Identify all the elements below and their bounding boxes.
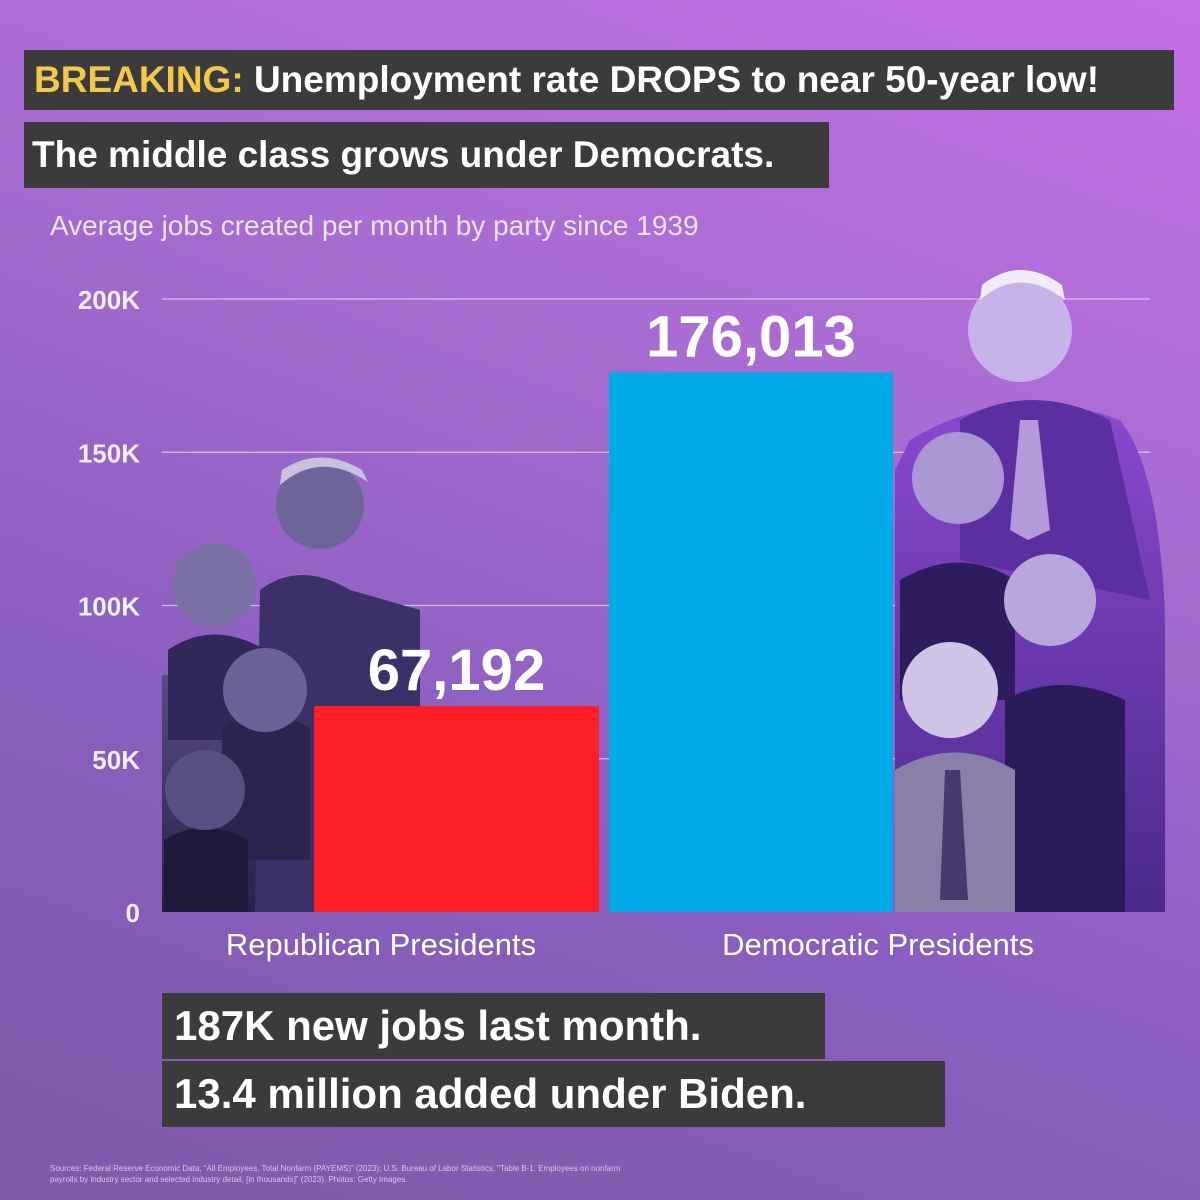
footer-line-1: 187K new jobs last month. [162, 993, 825, 1059]
sources-note: Sources: Federal Reserve Economic Data, … [50, 1164, 621, 1184]
headline-banner: BREAKING: Unemployment rate DROPS to nea… [24, 50, 1174, 110]
subhead-text: The middle class grows under Democrats. [32, 134, 775, 175]
bar-value-label: 176,013 [646, 305, 856, 370]
bar-republican [314, 706, 599, 912]
y-tick-label: 150K [78, 438, 140, 468]
y-tick-label: 100K [78, 592, 140, 622]
bars [314, 372, 893, 912]
headline-keyword: BREAKING: [34, 59, 244, 100]
footer-line-2: 13.4 million added under Biden. [162, 1061, 945, 1127]
y-tick-label: 0 [126, 898, 140, 928]
bar-value-labels: 67,192 176,013 [368, 305, 856, 704]
category-labels: Republican Presidents Democratic Presiden… [226, 927, 1034, 962]
chart-title: Average jobs created per month by party … [50, 210, 699, 241]
subhead-banner: The middle class grows under Democrats. [24, 122, 829, 188]
headline-text: Unemployment rate DROPS to near 50-year … [253, 59, 1100, 100]
bar-democratic [609, 372, 893, 912]
y-axis-ticks: 0 50K 100K 150K 200K [78, 285, 140, 928]
category-label: Democratic Presidents [722, 927, 1034, 962]
democratic-presidents-photo [895, 270, 1165, 912]
footer-line-2-text: 13.4 million added under Biden. [174, 1070, 807, 1117]
bar-value-label: 67,192 [368, 638, 545, 703]
footer-line-1-text: 187K new jobs last month. [174, 1002, 702, 1049]
y-tick-label: 50K [92, 745, 140, 775]
category-label: Republican Presidents [226, 927, 536, 962]
y-tick-label: 200K [78, 285, 140, 315]
